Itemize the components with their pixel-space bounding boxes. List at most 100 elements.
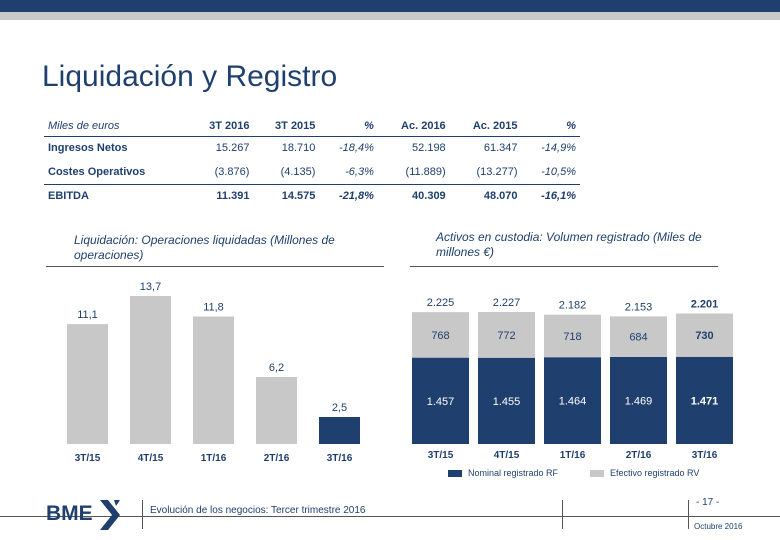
tick-label: 2T/16 [264,453,290,464]
bar [193,316,234,444]
data-label-rv: 730 [695,330,713,342]
table-cell: 52.198 [412,142,446,155]
table-cell: 14.575 [253,183,320,208]
bme-logo-x-icon [100,500,120,530]
table-cell: (4.135) [280,165,316,178]
tick-label: 3T/15 [428,450,454,461]
page-number: - 17 - [696,497,720,508]
data-label: 2,5 [332,402,347,414]
table-header-row: Miles de euros 3T 2016 3T 2015 % Ac. 201… [44,116,580,137]
bar-rf [544,357,601,444]
bar [67,324,108,444]
table-cell: 48.070 [449,183,522,208]
legend-swatch-rf [448,469,462,477]
bme-logo: BME [46,502,93,525]
row-label: EBITDA [44,183,188,208]
data-label-rv: 718 [563,331,581,343]
chart2-title-rule [410,266,718,267]
data-label: 13,7 [140,281,161,293]
bar-rf [610,356,667,444]
bar-rv [412,312,469,358]
bar-rv [478,312,535,358]
tick-label: 3T/16 [692,450,718,461]
total-label: 2.153 [625,301,653,313]
chart1-title-rule [46,266,384,267]
total-label: 2.225 [427,297,455,309]
total-label: 2.227 [493,297,521,309]
bar-rf [676,356,733,444]
tick-label: 1T/16 [201,453,227,464]
chart1-title: Liquidación: Operaciones liquidadas (Mil… [74,233,335,262]
top-bar-gray [0,12,780,20]
table-cell: -14,9% [541,142,576,155]
table-row: Costes Operativos (3.876) (4.135) -6,3% … [44,160,580,184]
total-label: 2.201 [691,299,719,311]
table-cell: -16,1% [521,183,580,208]
table-cell: 15.267 [215,142,250,155]
tick-label: 4T/15 [494,450,520,461]
table-cell: 61.347 [483,142,518,155]
data-label-rf: 1.455 [493,396,521,408]
table-header: Ac. 2015 [449,116,522,137]
data-label-rf: 1.464 [559,396,587,408]
table-header: % [319,116,378,137]
table-header: 3T 2016 [187,116,254,137]
table-cell: (11.889) [405,165,446,178]
bar-rf [478,357,535,444]
table-cell: -21,8% [319,183,378,208]
row-label: Ingresos Netos [48,142,128,155]
bar [130,296,171,444]
table-cell: 18.710 [281,142,316,155]
data-label-rv: 684 [629,332,647,344]
table-header: Miles de euros [44,116,188,137]
data-label-rv: 768 [431,330,449,342]
chart2-title: Activos en custodia: Volumen registrado … [436,230,702,259]
data-label: 6,2 [269,362,284,374]
data-label-rv: 772 [497,330,515,342]
table-cell: -10,5% [541,165,576,178]
tick-label: 3T/15 [75,453,101,464]
table-cell: (3.876) [214,165,250,178]
top-bar [0,0,780,12]
data-label-rf: 1.457 [427,396,455,408]
table-cell: (13.277) [476,165,518,178]
table-row: Ingresos Netos 15.267 18.710 -18,4% 52.1… [44,136,580,160]
table-header: Ac. 2016 [377,116,450,137]
legend-swatch-rv [590,469,604,477]
bar-rv [676,313,733,357]
data-label-rf: 1.471 [691,395,719,407]
table-header: 3T 2015 [253,116,320,137]
tick-label: 1T/16 [560,450,586,461]
page-title: Liquidación y Registro [42,60,338,93]
tick-label: 3T/16 [327,453,353,464]
table-cell: 40.309 [377,183,450,208]
table-cell: -6,3% [345,165,374,178]
data-label: 11,8 [203,302,224,314]
bar-rv [544,314,601,358]
table-header: % [521,116,580,137]
table-cell: 11.391 [187,183,254,208]
data-label: 11,1 [77,309,98,321]
row-label: Costes Operativos [48,165,146,178]
footer-divider [562,500,563,529]
table-cell: -18,4% [339,142,374,155]
legend-label-rv: Efectivo registrado RV [610,468,700,478]
bar-rv [610,316,667,357]
table-row-total: EBITDA 11.391 14.575 -21,8% 40.309 48.07… [44,183,580,208]
bar [256,377,297,444]
footer-rule [0,516,780,517]
legend-item-rf: Nominal registrado RF [448,468,558,478]
data-label-rf: 1.469 [625,395,653,407]
bar [319,416,360,444]
tick-label: 2T/16 [626,450,652,461]
footer-date: Octubre 2016 [694,522,743,531]
total-label: 2.182 [559,300,587,312]
financial-table: Miles de euros 3T 2016 3T 2015 % Ac. 201… [44,116,580,208]
footer-divider [142,500,143,529]
legend-item-rv: Efectivo registrado RV [590,468,699,478]
tick-label: 4T/15 [138,453,164,464]
bar-rf [412,357,469,444]
footer-divider [688,500,689,529]
footer-text: Evolución de los negocios: Tercer trimes… [150,505,366,516]
